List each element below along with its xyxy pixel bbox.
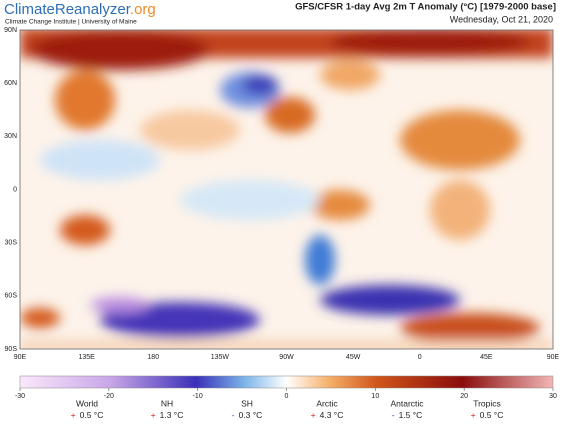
date: Wednesday, Oct 21, 2020 [450, 14, 553, 24]
lon-label: 0 [418, 354, 422, 361]
lat-label: 30S [5, 240, 18, 247]
lon-label: 45E [480, 354, 493, 361]
stat-label: SH [241, 398, 253, 408]
stat-number: 0.3 °C [239, 410, 263, 420]
lat-label: 30N [4, 133, 17, 140]
stat-number: 1.3 °C [160, 410, 184, 420]
stat-number: 1.5 °C [399, 410, 423, 420]
lat-label: 60N [4, 80, 17, 87]
title: GFS/CFSR 1-day Avg 2m T Anomaly (°C) [19… [295, 2, 556, 13]
lat-label: 90N [4, 27, 17, 34]
colorbar-tick-label: -20 [104, 393, 114, 400]
lat-label: 0 [13, 186, 17, 193]
colorbar-tick-label: 0 [285, 393, 289, 400]
lon-label: 135E [78, 354, 95, 361]
lon-label: 90E [14, 354, 27, 361]
stat-value: +0.5 °C [71, 410, 104, 420]
stat-sign: + [311, 410, 316, 420]
lat-label: 60S [5, 293, 18, 300]
lat-label: 90S [5, 346, 18, 353]
stat-value: +4.3 °C [311, 410, 344, 420]
colorbar-tick-label: 10 [371, 393, 379, 400]
lon-labels: 90E 135E 180 135W 90W 45W 0 45E 90E [14, 354, 560, 361]
lon-label: 45W [346, 354, 361, 361]
lon-label: 135W [211, 354, 230, 361]
stat-label: Antarctic [390, 398, 424, 408]
stat-number: 0.5 °C [80, 410, 104, 420]
stat-value: -0.3 °C [232, 410, 263, 420]
stat-number: 0.5 °C [480, 410, 504, 420]
stat-value: +0.5 °C [471, 410, 504, 420]
subtitle: Climate Change Institute | University of… [5, 19, 137, 26]
colorbar-tick-label: -30 [15, 393, 25, 400]
stat-label: NH [161, 398, 173, 408]
colorbar-tick-label: -10 [193, 393, 203, 400]
stat-sign: + [471, 410, 476, 420]
logo: ClimateReanalyzer.org [4, 1, 156, 18]
anomaly-map [20, 30, 553, 349]
stat-label: Tropics [473, 398, 501, 408]
lat-labels: 90N 60N 30N 0 30S 60S 90S [4, 27, 17, 353]
colorbar-tick-label: 20 [460, 393, 468, 400]
stat-sign: + [151, 410, 156, 420]
colorbar-tick-label: 30 [549, 393, 557, 400]
stat-number: 4.3 °C [320, 410, 344, 420]
lon-label: 90W [279, 354, 294, 361]
lon-label: 90E [547, 354, 560, 361]
stat-value: -1.5 °C [392, 410, 423, 420]
stat-value: +1.3 °C [151, 410, 184, 420]
stat-label: Arctic [316, 398, 338, 408]
colorbar-ticks: -30 -20 -10 0 10 20 30 [15, 388, 557, 400]
stat-sign: - [392, 410, 395, 420]
colorbar [19, 375, 554, 389]
stat-label: World [76, 398, 98, 408]
stat-sign: - [232, 410, 235, 420]
map-frame [19, 29, 554, 350]
stat-sign: + [71, 410, 76, 420]
lon-label: 180 [147, 354, 159, 361]
